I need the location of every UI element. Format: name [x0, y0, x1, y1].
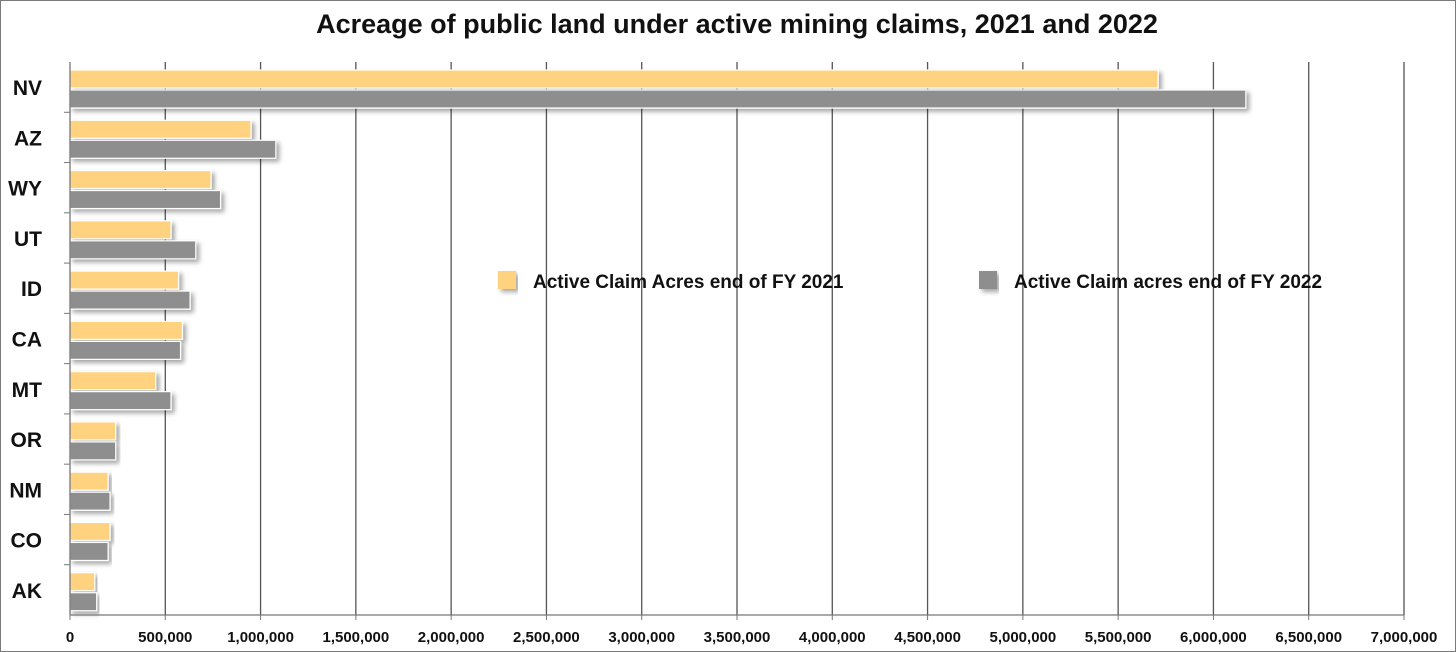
bar-id-series-1 [69, 270, 180, 290]
bar-mt-series-1 [69, 371, 157, 391]
x-tick-label: 0 [66, 629, 74, 646]
category-label: NM [9, 479, 42, 502]
category-label: AK [12, 580, 42, 603]
x-tick-label: 2,000,000 [418, 629, 485, 646]
category-label: CO [11, 530, 43, 553]
bar-ut-series-1 [69, 220, 172, 240]
x-tick-label: 6,500,000 [1275, 629, 1342, 646]
x-tick-label: 500,000 [138, 629, 192, 646]
x-tick-label: 1,000,000 [227, 629, 294, 646]
bar-id-series-2 [69, 290, 191, 310]
legend-label-1: Active Claim Acres end of FY 2021 [533, 272, 844, 293]
chart-title: Acreage of public land under active mini… [316, 9, 1158, 39]
bar-wy-series-2 [69, 189, 222, 210]
bar-nm-series-1 [69, 471, 109, 491]
x-tick-label: 3,500,000 [704, 629, 771, 646]
legend-swatch-2 [979, 271, 997, 289]
category-label: OR [11, 429, 43, 452]
bar-ut-series-2 [69, 240, 197, 260]
x-tick-label: 4,500,000 [894, 629, 961, 646]
x-tick-label: 6,000,000 [1180, 629, 1247, 646]
bar-or-series-2 [69, 441, 117, 461]
bar-nv-series-2 [69, 89, 1247, 109]
bars [69, 69, 1247, 612]
x-tick-label: 5,500,000 [1085, 629, 1152, 646]
x-tick-label: 5,000,000 [989, 629, 1056, 646]
x-tick-label: 3,000,000 [608, 629, 675, 646]
bar-nv-series-1 [69, 69, 1159, 89]
bar-az-series-2 [69, 139, 277, 159]
x-tick-label: 4,000,000 [799, 629, 866, 646]
category-label: UT [14, 228, 42, 251]
category-label: MT [12, 379, 42, 402]
legend-label-2: Active Claim acres end of FY 2022 [1014, 272, 1322, 293]
bar-ak-series-2 [69, 592, 98, 612]
bar-az-series-1 [69, 119, 252, 139]
x-tick-label: 1,500,000 [322, 629, 389, 646]
bar-or-series-1 [69, 421, 117, 441]
category-label: ID [21, 278, 42, 301]
legend: Active Claim Acres end of FY 2021 Active … [498, 271, 1322, 293]
category-label: AZ [14, 127, 42, 150]
bar-wy-series-1 [69, 169, 212, 190]
bar-ca-series-1 [69, 320, 184, 340]
bar-mt-series-2 [69, 391, 172, 411]
axes: NV AZ WY UT ID CA MT OR NM CO AK 0 500,000 1,000,000 1… [8, 62, 1437, 646]
legend-swatch-1 [498, 271, 516, 289]
bar-co-series-1 [69, 521, 111, 542]
x-tick-label: 2,500,000 [513, 629, 580, 646]
gridlines [164, 62, 1405, 615]
category-label: CA [12, 329, 42, 352]
category-label: WY [8, 178, 42, 201]
x-tick-label: 7,000,000 [1371, 629, 1438, 646]
category-label: NV [13, 77, 42, 100]
bar-ca-series-2 [69, 340, 182, 360]
bar-nm-series-2 [69, 491, 111, 511]
bar-co-series-2 [69, 541, 109, 562]
bar-ak-series-1 [69, 572, 96, 592]
